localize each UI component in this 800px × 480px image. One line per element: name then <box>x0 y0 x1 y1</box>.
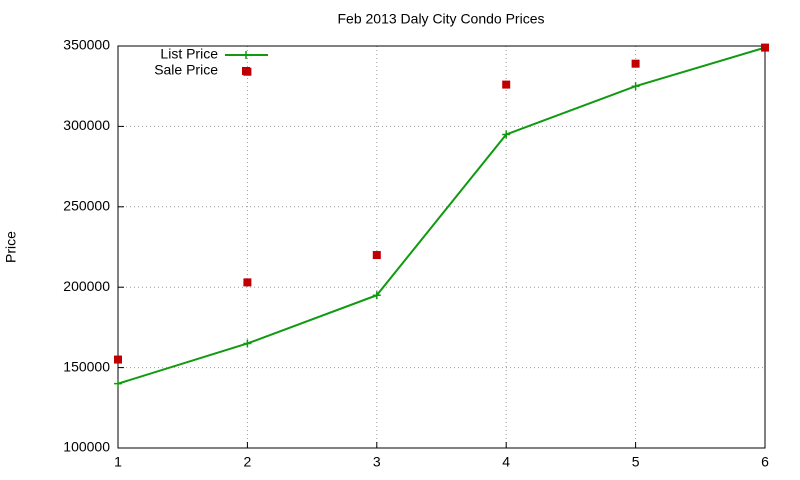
point <box>114 379 122 388</box>
point <box>372 291 381 300</box>
x-tick-label: 4 <box>502 454 510 470</box>
y-tick-label: 350000 <box>63 37 110 53</box>
point <box>372 251 381 260</box>
point <box>114 355 122 364</box>
x-tick-label: 3 <box>373 454 381 470</box>
line <box>117 46 766 385</box>
plot-border <box>117 45 766 449</box>
y-tick-label: 100000 <box>63 439 110 455</box>
y-axis-label: Price <box>3 231 19 263</box>
legend-marker <box>242 67 250 75</box>
legend-marker <box>242 51 250 59</box>
y-tick-label: 150000 <box>63 358 110 374</box>
y-tick-label: 200000 <box>63 278 110 294</box>
legend-label: List Price <box>160 46 218 62</box>
point <box>502 130 511 139</box>
point <box>631 59 640 68</box>
point <box>243 339 252 348</box>
point <box>243 278 252 287</box>
point <box>502 80 511 89</box>
chart-title: Feb 2013 Daly City Condo Prices <box>338 11 545 27</box>
y-tick-label: 300000 <box>63 117 110 133</box>
y-tick-label: 250000 <box>63 198 110 214</box>
x-tick-label: 6 <box>761 454 769 470</box>
legend-label: Sale Price <box>154 62 218 78</box>
x-tick-label: 1 <box>114 454 122 470</box>
x-tick-label: 5 <box>632 454 640 470</box>
point <box>631 82 640 91</box>
x-tick-label: 2 <box>244 454 252 470</box>
point <box>761 43 769 52</box>
